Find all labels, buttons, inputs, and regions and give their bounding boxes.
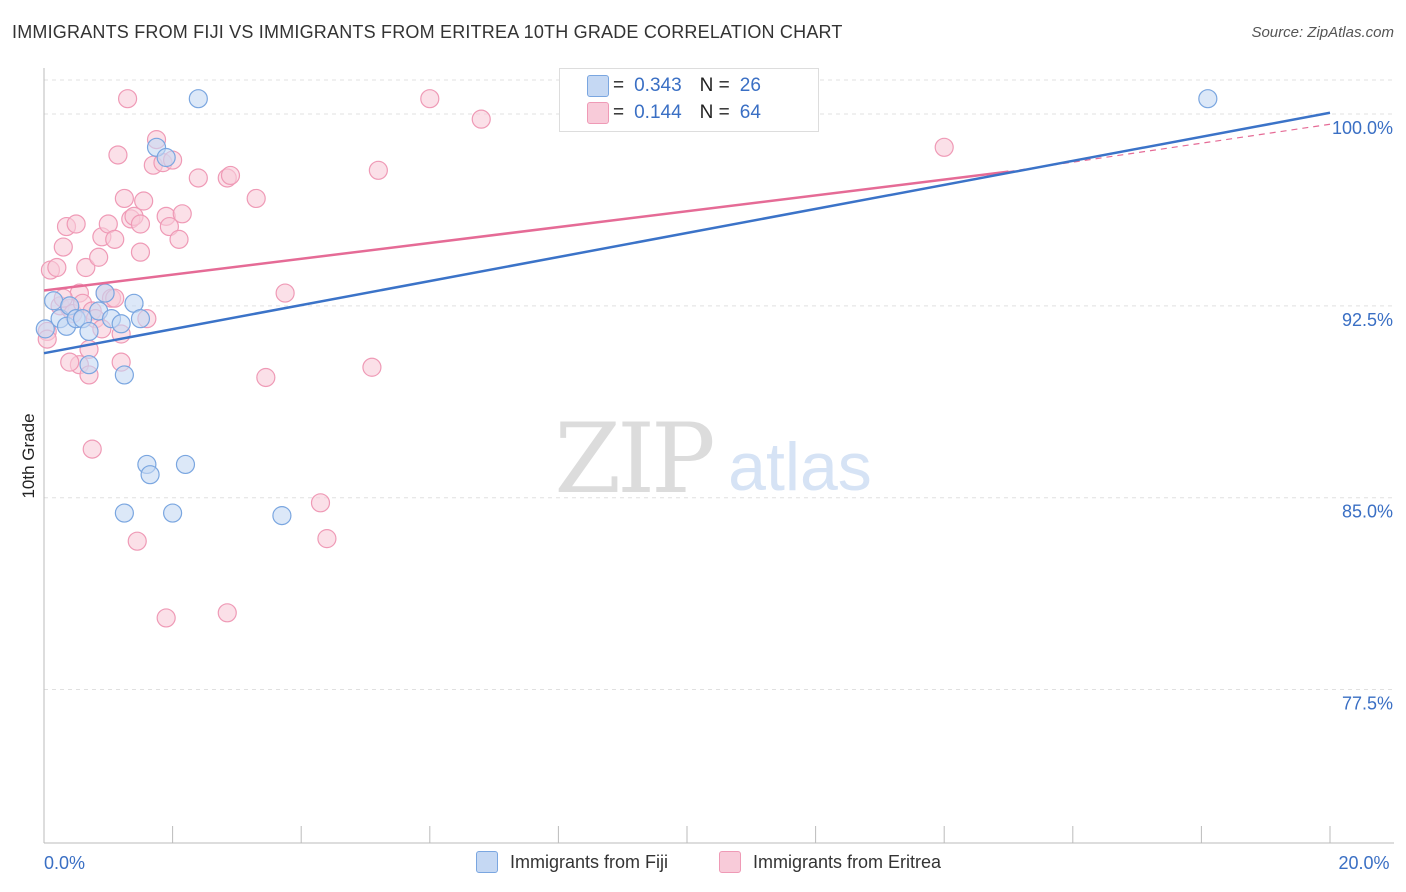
y-axis-label: 10th Grade [19,413,38,498]
eritrea-point [76,257,96,278]
eritrea-point [47,257,67,278]
eritrea-point [82,439,102,459]
eritrea-point [368,160,388,180]
fiji-point [79,355,99,375]
eritrea-point [169,229,189,249]
x-tick-label: 0.0% [44,853,85,873]
chart-title: IMMIGRANTS FROM FIJI VS IMMIGRANTS FROM … [12,22,843,42]
fiji-point [175,454,196,475]
eritrea-point [130,214,151,234]
legend-label-fiji: Immigrants from Fiji [510,851,669,872]
y-tick-label: 85.0% [1342,502,1393,522]
eritrea-n-value: 64 [739,102,761,123]
eritrea-point [53,237,73,257]
eritrea-point [172,204,192,224]
eritrea-point [127,531,147,551]
eritrea-r-value: 0.144 [634,102,682,123]
eritrea-point [310,493,331,513]
stats-legend-row-eritrea: R = 0.144 N = 64 [587,100,761,126]
eritrea-point [108,145,128,165]
eritrea-point [117,89,138,109]
fiji-point [114,365,134,385]
fiji-point [188,89,208,109]
series-legend: Immigrants from Fiji Immigrants from Eri… [0,851,1406,879]
fiji-point [111,314,131,334]
eritrea-point [934,137,954,157]
source-label: Source: ZipAtlas.com [1251,24,1394,41]
eritrea-point [217,603,237,623]
eritrea-point [134,191,154,211]
fiji-point [79,321,99,342]
eritrea-point [105,229,125,249]
fiji-point [140,465,160,485]
eritrea-point [156,608,176,628]
eritrea-point [362,357,382,377]
eritrea-point [420,89,440,109]
legend-item-eritrea: Immigrants from Eritrea [719,851,941,873]
fiji-n-value: 26 [739,75,761,96]
fiji-point [130,309,151,329]
eritrea-n-label: N = [699,102,730,123]
stats-legend-row-fiji: R = 0.343 N = 26 [587,73,761,99]
fiji-point [156,147,176,168]
eritrea-point [220,165,241,186]
fiji-point [35,319,55,339]
legend-item-fiji: Immigrants from Fiji [476,851,668,873]
eritrea-point [114,188,134,209]
eritrea-point [246,188,266,209]
watermark-atlas: atlas [728,429,872,505]
y-tick-label: 77.5% [1342,694,1393,714]
eritrea-legend-swatch-icon [719,851,741,873]
fiji-swatch-icon [587,75,609,97]
fiji-point [95,283,115,303]
fiji-trend-line [43,111,1331,355]
fiji-point [272,506,292,526]
stats-legend: R = 0.343 N = 26 R = 0.144 N = 64 [559,68,819,132]
eritrea-point [471,109,491,129]
fiji-point [1198,89,1218,109]
eritrea-point [275,283,295,303]
fiji-r-value: 0.343 [634,75,682,96]
watermark-zip: ZIP [554,403,713,515]
x-tick-label: 20.0% [1338,853,1389,873]
eritrea-point [256,367,276,388]
eritrea-point [66,214,86,234]
eritrea-point [130,242,151,262]
eritrea-point [188,168,208,188]
eritrea-point [89,247,109,267]
y-tick-label: 92.5% [1342,310,1393,330]
eritrea-swatch-icon [587,102,609,124]
fiji-n-label: N = [699,75,730,96]
legend-label-eritrea: Immigrants from Eritrea [753,851,942,872]
eritrea-point [317,529,337,549]
eritrea-point [159,216,179,237]
eritrea-trend-line [43,170,1009,292]
fiji-point [44,291,64,311]
y-tick-label: 100.0% [1332,118,1393,138]
fiji-point [163,503,183,523]
fiji-point [114,503,134,523]
fiji-legend-swatch-icon [476,851,498,873]
eritrea-point [60,352,80,372]
